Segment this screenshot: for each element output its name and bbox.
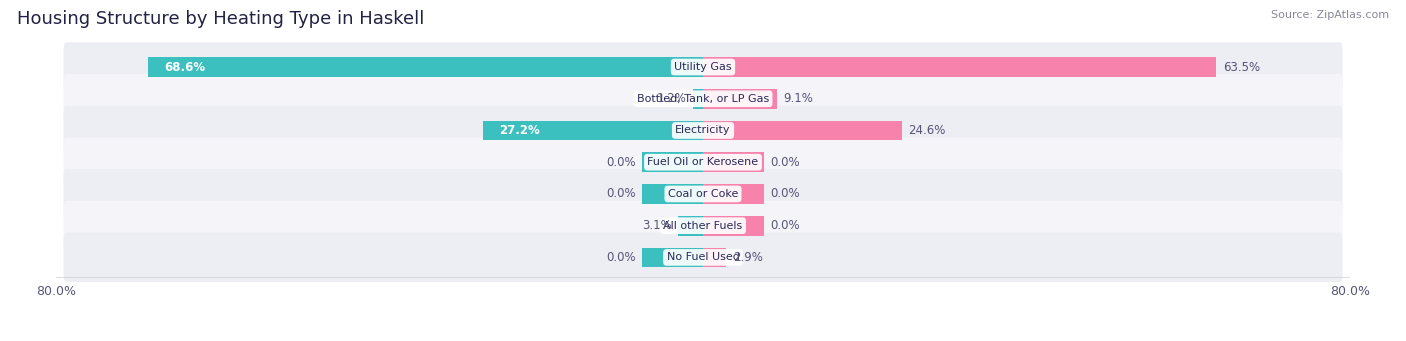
FancyBboxPatch shape (63, 201, 1343, 250)
Bar (484, 121, 703, 140)
Text: Utility Gas: Utility Gas (675, 62, 731, 72)
Text: 27.2%: 27.2% (499, 124, 540, 137)
FancyBboxPatch shape (63, 42, 1343, 92)
Text: Electricity: Electricity (675, 125, 731, 135)
Legend: Owner-occupied, Renter-occupied: Owner-occupied, Renter-occupied (561, 337, 845, 341)
Text: 68.6%: 68.6% (165, 60, 205, 74)
Bar (703, 57, 1216, 77)
Bar (703, 152, 763, 172)
Text: Housing Structure by Heating Type in Haskell: Housing Structure by Heating Type in Has… (17, 10, 425, 28)
Text: All other Fuels: All other Fuels (664, 221, 742, 231)
FancyBboxPatch shape (63, 233, 1343, 282)
Bar (703, 184, 763, 204)
Text: 2.9%: 2.9% (733, 251, 763, 264)
Bar (703, 89, 776, 108)
Bar (643, 184, 703, 204)
FancyBboxPatch shape (63, 169, 1343, 219)
Text: 3.1%: 3.1% (641, 219, 672, 232)
Bar (678, 216, 703, 236)
Bar (643, 248, 703, 267)
Bar (149, 57, 703, 77)
FancyBboxPatch shape (63, 74, 1343, 123)
FancyBboxPatch shape (63, 137, 1343, 187)
Bar (643, 152, 703, 172)
Text: Fuel Oil or Kerosene: Fuel Oil or Kerosene (647, 157, 759, 167)
Text: Coal or Coke: Coal or Coke (668, 189, 738, 199)
Bar (693, 89, 703, 108)
Text: 0.0%: 0.0% (606, 188, 636, 201)
Text: 0.0%: 0.0% (770, 156, 800, 169)
Text: 0.0%: 0.0% (606, 156, 636, 169)
Text: Source: ZipAtlas.com: Source: ZipAtlas.com (1271, 10, 1389, 20)
Text: 0.0%: 0.0% (770, 188, 800, 201)
Text: 24.6%: 24.6% (908, 124, 946, 137)
Bar (703, 121, 901, 140)
Text: No Fuel Used: No Fuel Used (666, 252, 740, 263)
Text: 63.5%: 63.5% (1223, 60, 1260, 74)
Bar (703, 248, 727, 267)
Text: 0.0%: 0.0% (770, 219, 800, 232)
Bar (703, 216, 763, 236)
FancyBboxPatch shape (63, 106, 1343, 155)
Text: 1.2%: 1.2% (657, 92, 688, 105)
Text: 9.1%: 9.1% (783, 92, 813, 105)
Text: 0.0%: 0.0% (606, 251, 636, 264)
Text: Bottled, Tank, or LP Gas: Bottled, Tank, or LP Gas (637, 94, 769, 104)
